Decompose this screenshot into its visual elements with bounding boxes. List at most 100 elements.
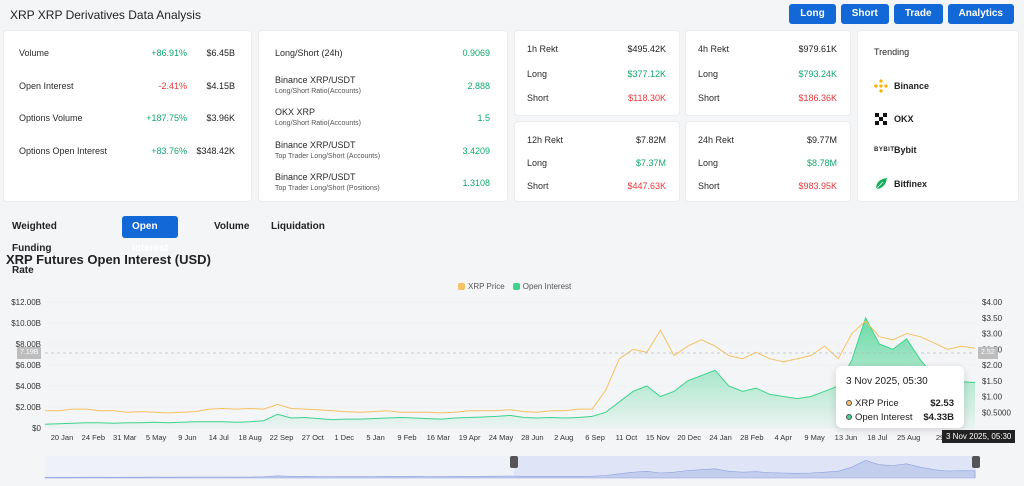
oi-dot-icon (846, 414, 852, 420)
chart-tooltip: 3 Nov 2025, 05:30 XRP Price $2.53 Open I… (836, 366, 964, 428)
rekt-total-row: 4h Rekt $979.61K (686, 43, 850, 55)
rekt-long-value: $793.24K (798, 69, 837, 79)
short-button[interactable]: Short (840, 4, 889, 24)
ratio-row: OKX XRP Long/Short Ratio(Accounts) 1.5 (259, 107, 507, 131)
x-tick: 2 Aug (554, 433, 573, 442)
ratio-value: 1.5 (477, 113, 490, 123)
trending-card: Trending Binance OKX BYBIT Bybit (857, 30, 1019, 202)
overview-value: $3.96K (206, 113, 235, 123)
rekt-long-label: Long (698, 69, 719, 79)
rekt-short-label: Short (698, 181, 720, 191)
ratio-row: Binance XRP/USDT Long/Short Ratio(Account… (259, 75, 507, 99)
rekt-short-value: $447.63K (627, 181, 666, 191)
ratio-row: Binance XRP/USDT Top Trader Long/Short (P… (259, 172, 507, 196)
overview-change: +86.91% (151, 48, 187, 58)
open-interest-line (44, 316, 976, 425)
x-tick: 5 Jan (366, 433, 384, 442)
ratio-value: 1.3108 (462, 178, 490, 188)
rekt-short-value: $118.30K (628, 93, 666, 103)
open-interest-area (45, 317, 975, 428)
overview-value: $6.45B (206, 48, 235, 58)
rekt-title: 12h Rekt (527, 135, 564, 145)
x-tick: 28 Feb (740, 433, 763, 442)
okx-logo-icon (875, 113, 887, 125)
x-tick: 25 Aug (897, 433, 920, 442)
x-tick: 9 Feb (397, 433, 416, 442)
legend-swatch (458, 283, 465, 290)
trending-item-okx[interactable]: OKX (874, 112, 914, 126)
ratio-row: Long/Short (24h) 0.9069 (259, 47, 507, 59)
analytics-button[interactable]: Analytics (947, 4, 1014, 24)
rekt-total: $979.61K (798, 44, 837, 54)
navigator-handle-left[interactable] (510, 456, 518, 468)
overview-label: Options Volume (19, 113, 83, 123)
x-tick: 24 Jan (709, 433, 732, 442)
overview-row-volume: Volume +86.91% $6.45B (4, 47, 251, 59)
x-tick: 6 Sep (585, 433, 605, 442)
tab-volume[interactable]: Volume (214, 221, 250, 232)
legend-label: Open Interest (522, 282, 572, 291)
navigator-handle-right[interactable] (972, 456, 980, 468)
x-tick: 22 Sep (270, 433, 294, 442)
ratio-sublabel: Top Trader Long/Short (Positions) (275, 185, 380, 192)
overview-label: Volume (19, 48, 50, 58)
overview-label: Options Open Interest (19, 146, 108, 156)
y-right-tick: $0.5000 (982, 408, 1011, 417)
y-right-tick: $2.00 (982, 361, 1003, 370)
trending-label: Binance (894, 81, 930, 91)
rekt-card-24h: 24h Rekt $9.77M Long $8.78M Short $983.9… (685, 121, 851, 202)
overview-value: $4.15B (206, 81, 235, 91)
cursor-right-value: 2.52 (978, 347, 998, 359)
rekt-total: $7.82M (635, 135, 666, 145)
trending-item-bitfinex[interactable]: Bitfinex (874, 177, 927, 191)
rekt-short-label: Short (527, 93, 549, 103)
long-short-ratio-card: Long/Short (24h) 0.9069 Binance XRP/USDT… (258, 30, 508, 202)
tooltip-oi-row: Open Interest $4.33B (846, 412, 954, 423)
x-tick: 19 Apr (459, 433, 481, 442)
x-tick: 14 Jul (209, 433, 229, 442)
ratio-value: 3.4209 (462, 146, 490, 156)
rekt-short-row: Short $118.30K (515, 92, 679, 104)
y-left-tick: $4.00B (16, 382, 41, 391)
trending-item-bybit[interactable]: BYBIT Bybit (874, 145, 917, 155)
rekt-short-label: Short (527, 181, 549, 191)
tab-liquidation[interactable]: Liquidation (271, 221, 325, 232)
x-tick: 29 (936, 433, 944, 442)
tab-open-interest[interactable]: Open Interest (122, 216, 179, 254)
overview-change: +187.75% (146, 113, 187, 123)
y-left-tick: $12.00B (11, 298, 41, 307)
rekt-long-row: Long $8.78M (686, 157, 850, 169)
rekt-long-row: Long $7.37M (515, 157, 679, 169)
rekt-total-row: 12h Rekt $7.82M (515, 134, 679, 146)
overview-value: $348.42K (196, 146, 235, 156)
rekt-short-row: Short $447.63K (515, 180, 679, 192)
x-tick: 5 May (146, 433, 167, 442)
long-button[interactable]: Long (789, 4, 836, 24)
price-dot-icon (846, 400, 852, 406)
legend-swatch (512, 283, 520, 290)
trending-label: OKX (894, 114, 914, 124)
legend-item-oi[interactable]: Open Interest (512, 282, 572, 291)
tab-weighted-funding-rate[interactable]: Weighted Funding Rate (12, 221, 57, 276)
y-right-tick: $4.00 (982, 298, 1003, 307)
legend-item-price[interactable]: XRP Price (458, 282, 505, 291)
x-tick: 13 Jun (835, 433, 858, 442)
ratio-label: OKX XRP (275, 107, 316, 117)
tooltip-price-label: XRP Price (855, 398, 899, 409)
y-left-tick: $2.00B (16, 403, 41, 412)
x-tick: 20 Dec (677, 433, 701, 442)
rekt-total: $9.77M (806, 135, 837, 145)
x-tick: 20 Jan (51, 433, 74, 442)
x-tick: 24 Feb (82, 433, 105, 442)
ratio-sublabel: Top Trader Long/Short (Accounts) (275, 153, 381, 160)
rekt-long-label: Long (698, 158, 719, 168)
ratio-label: Long/Short (24h) (275, 48, 343, 58)
overview-card: Volume +86.91% $6.45B Open Interest -2.4… (3, 30, 252, 202)
trending-item-binance[interactable]: Binance (874, 79, 929, 93)
x-tick: 27 Oct (302, 433, 325, 442)
ratio-label: Binance XRP/USDT (275, 75, 356, 85)
open-interest-chart[interactable]: $0 $2.00B $4.00B $6.00B $8.00B $10.00B $12.00B… (0, 286, 1024, 486)
y-right-tick: $1.00 (982, 393, 1003, 402)
rekt-total-row: 1h Rekt $495.42K (515, 43, 679, 55)
trade-button[interactable]: Trade (893, 4, 943, 24)
